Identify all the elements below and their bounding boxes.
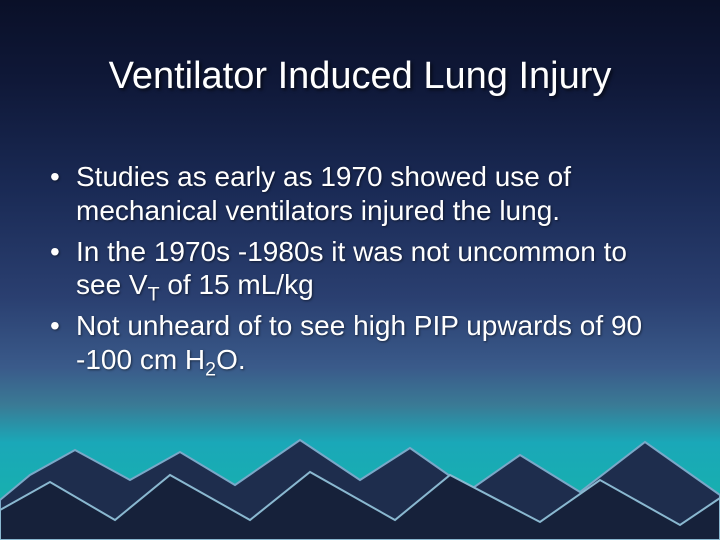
slide: Ventilator Induced Lung Injury Studies a… xyxy=(0,0,720,540)
bullet-subscript: 2 xyxy=(205,359,216,381)
bullet-list: Studies as early as 1970 showed use of m… xyxy=(48,160,672,382)
bullet-subscript: T xyxy=(148,284,160,306)
bullet-item: Studies as early as 1970 showed use of m… xyxy=(48,160,672,233)
slide-body: Studies as early as 1970 showed use of m… xyxy=(48,160,672,384)
bullet-text-post: of 15 mL/kg xyxy=(160,269,314,300)
bullet-item: In the 1970s -1980s it was not uncommon … xyxy=(48,235,672,308)
bullet-text: Not unheard of to see high PIP upwards o… xyxy=(76,310,642,375)
bullet-item: Not unheard of to see high PIP upwards o… xyxy=(48,309,672,382)
bullet-text-post: O. xyxy=(216,344,246,375)
slide-title: Ventilator Induced Lung Injury xyxy=(0,55,720,98)
mountain-back-shape xyxy=(0,440,720,540)
mountain-front-shape xyxy=(0,472,720,540)
mountain-decoration xyxy=(0,380,720,540)
bullet-text: Studies as early as 1970 showed use of m… xyxy=(76,161,571,226)
